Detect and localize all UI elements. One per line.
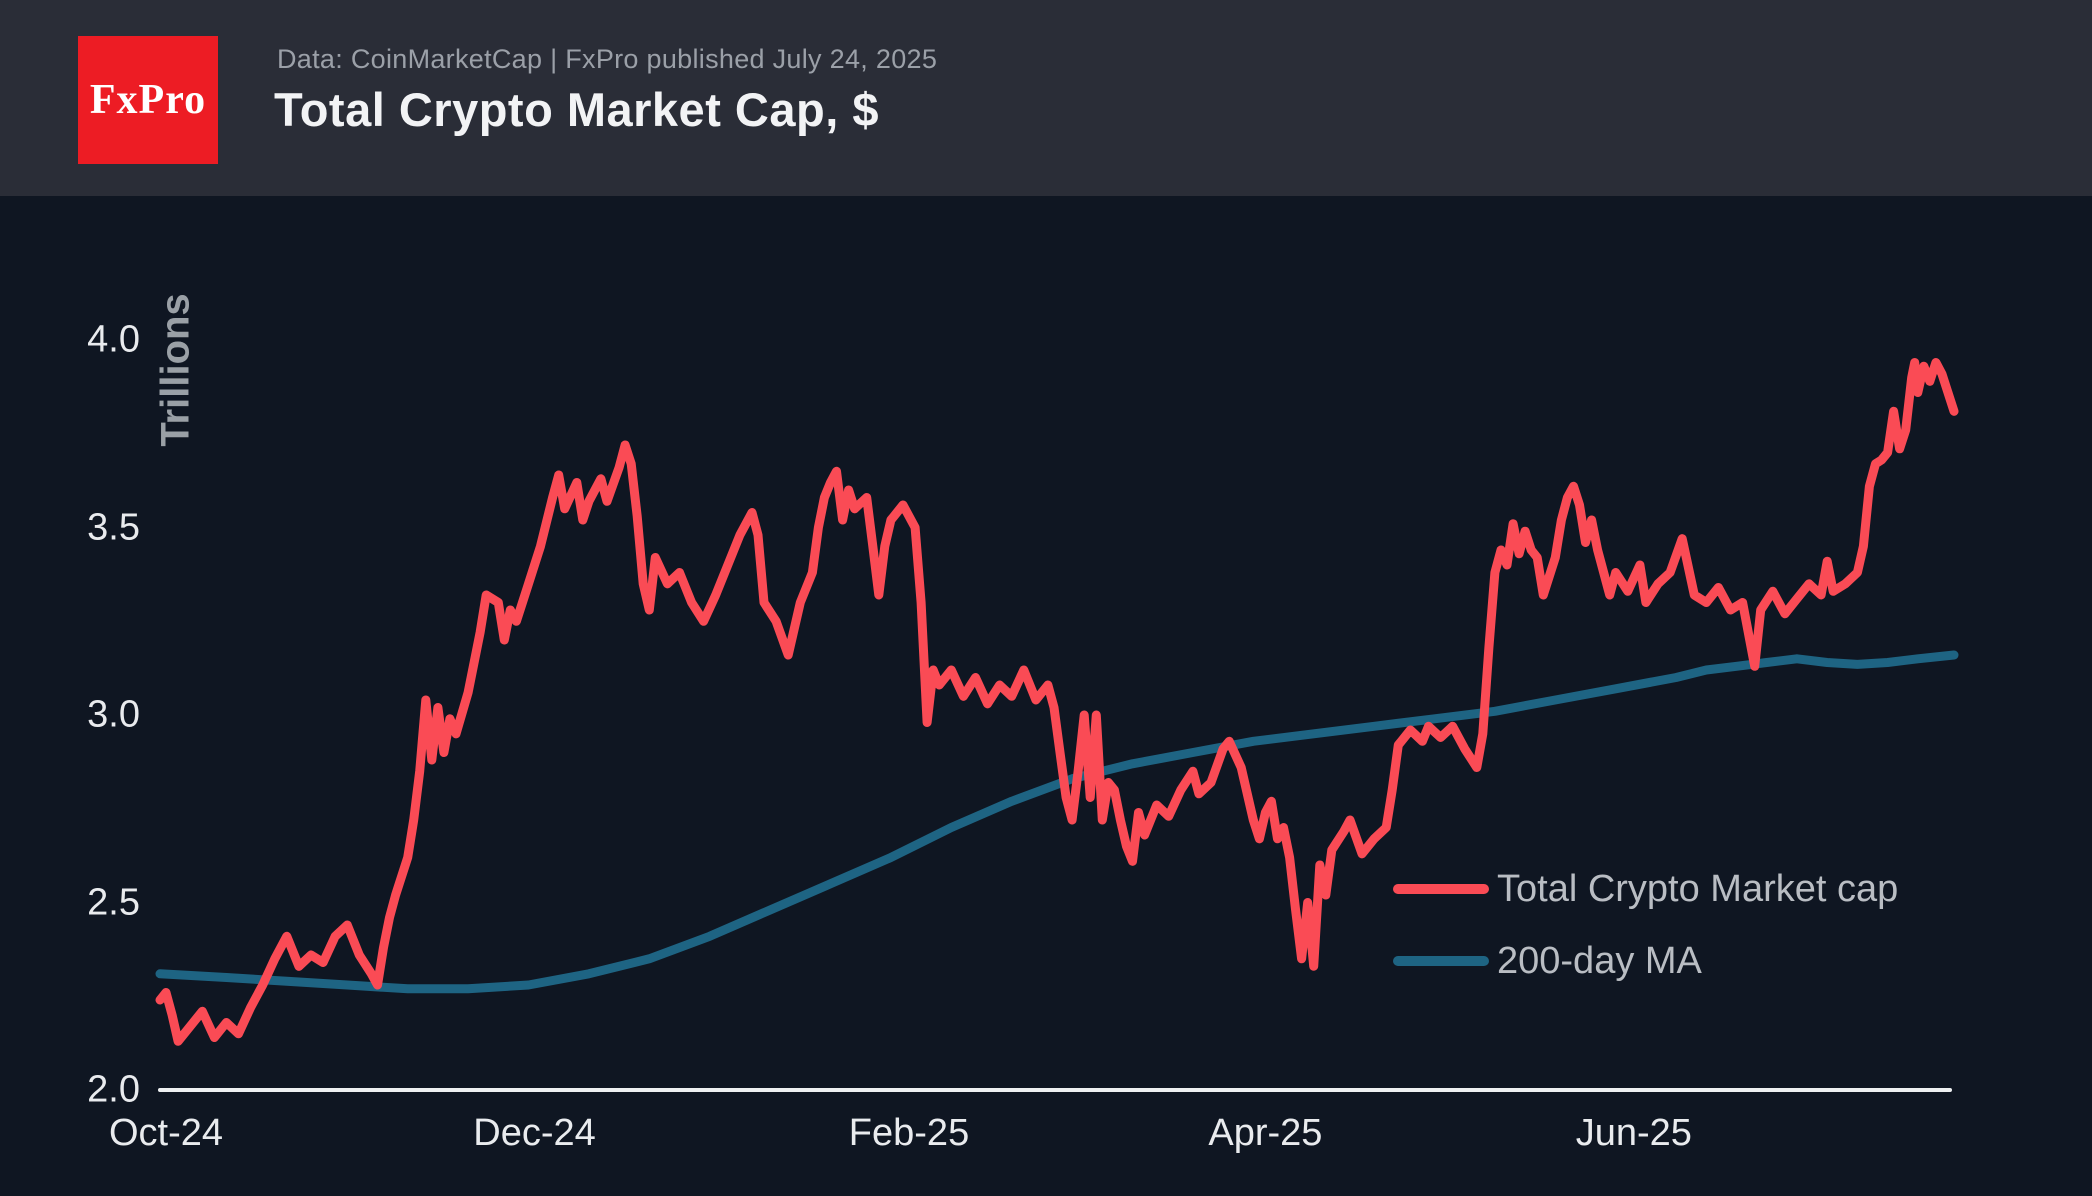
legend-label: Total Crypto Market cap <box>1497 867 1899 910</box>
legend-swatch-icon <box>1393 884 1489 894</box>
fxpro-logo-text: FxPro <box>89 77 207 123</box>
x-tick-label-Oct-24: Oct-24 <box>109 1112 224 1154</box>
ma-line <box>155 650 1959 994</box>
x-tick-label-Jun-25: Jun-25 <box>1575 1112 1692 1154</box>
x-tick-label-Feb-25: Feb-25 <box>848 1112 970 1154</box>
legend-swatch-icon <box>1393 956 1489 966</box>
y-tick-label-3.5: 3.5 <box>87 506 140 548</box>
x-tick-label-Dec-24: Dec-24 <box>473 1112 596 1154</box>
page-title: Total Crypto Market Cap, $ <box>274 83 879 136</box>
legend-item: 200-day MA <box>1393 932 1898 990</box>
y-tick-label-2.5: 2.5 <box>87 881 140 923</box>
y-axis-title: Trillions <box>153 293 198 447</box>
legend-item: Total Crypto Market cap <box>1393 860 1898 918</box>
header-bar: FxPro Data: CoinMarketCap | FxPro publis… <box>0 0 2092 196</box>
y-tick-label-2.0: 2.0 <box>87 1068 140 1111</box>
y-tick-label-3.0: 3.0 <box>87 693 140 736</box>
y-tick-label-4.0: 4.0 <box>87 318 140 361</box>
chart-legend: Total Crypto Market cap 200-day MA <box>1393 860 1898 1004</box>
market-cap-line <box>155 358 1959 1046</box>
legend-label: 200-day MA <box>1497 939 1702 982</box>
data-source-line: Data: CoinMarketCap | FxPro published Ju… <box>277 44 938 74</box>
x-tick-label-Apr-25: Apr-25 <box>1208 1112 1323 1154</box>
fxpro-logo: FxPro <box>78 36 218 164</box>
